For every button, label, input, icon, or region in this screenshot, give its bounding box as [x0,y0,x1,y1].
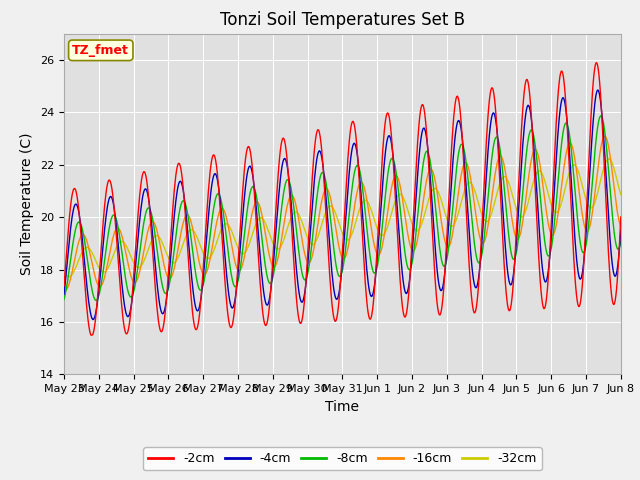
X-axis label: Time: Time [325,400,360,414]
Title: Tonzi Soil Temperatures Set B: Tonzi Soil Temperatures Set B [220,11,465,29]
Legend: -2cm, -4cm, -8cm, -16cm, -32cm: -2cm, -4cm, -8cm, -16cm, -32cm [143,447,541,470]
Text: TZ_fmet: TZ_fmet [72,44,129,57]
Y-axis label: Soil Temperature (C): Soil Temperature (C) [20,133,35,275]
